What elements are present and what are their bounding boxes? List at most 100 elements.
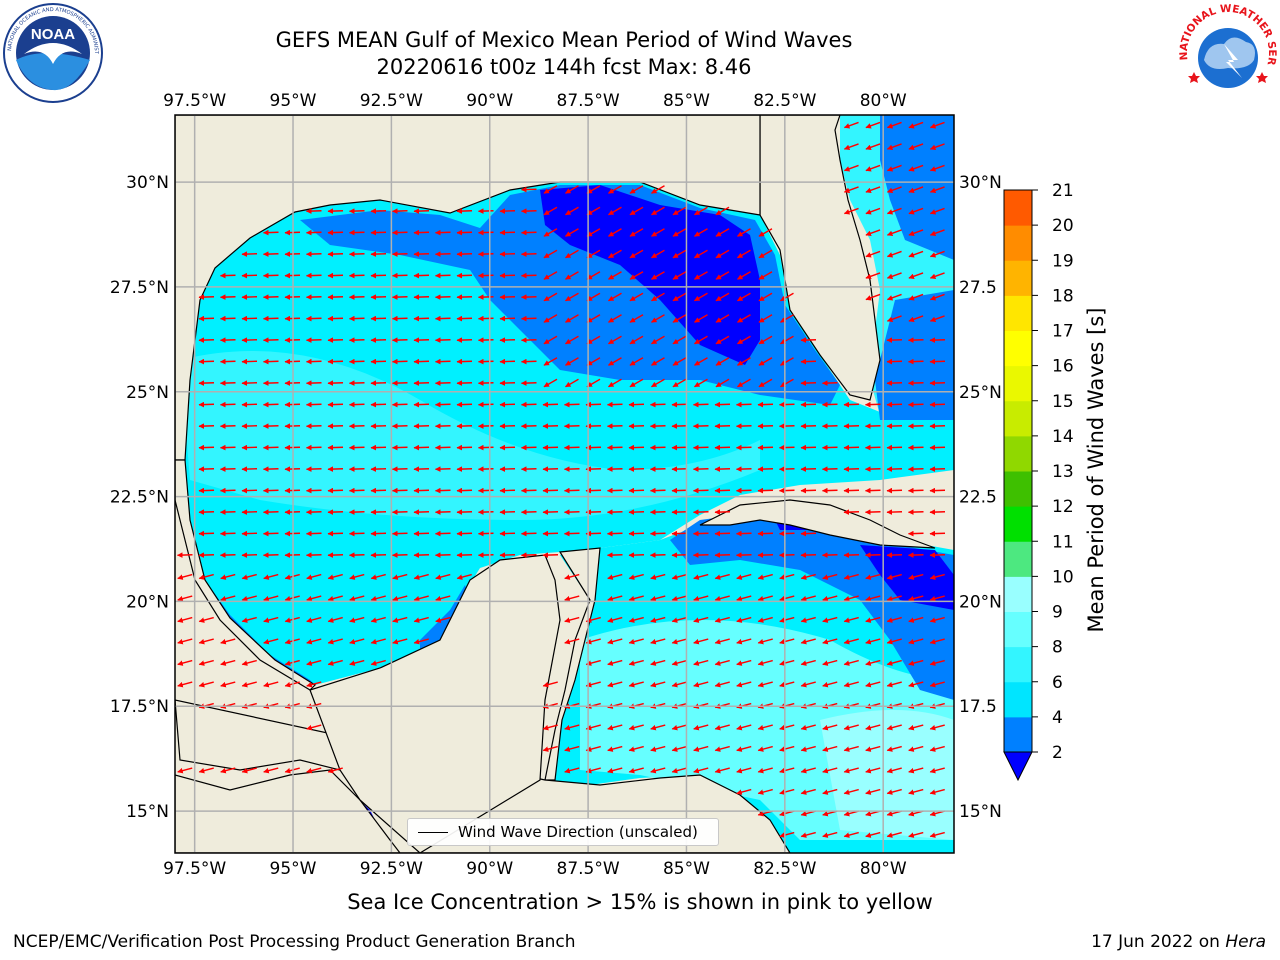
wave-direction-arrow (520, 315, 537, 322)
wave-direction-arrow (392, 595, 408, 602)
lon-tick-label: 82.5°W (753, 91, 816, 111)
wave-direction-arrow (606, 552, 623, 558)
wave-direction-arrow (370, 466, 387, 472)
wave-direction-arrow (327, 487, 344, 494)
wave-direction-arrow (434, 294, 451, 300)
wave-direction-arrow (477, 423, 494, 429)
wave-direction-arrow (715, 249, 730, 259)
colorbar-segment (1004, 541, 1032, 577)
wave-direction-arrow (908, 315, 924, 322)
wave-direction-arrow (780, 314, 794, 323)
wave-direction-arrow (800, 552, 817, 558)
wave-direction-arrow (778, 466, 795, 472)
wave-direction-arrow (671, 552, 688, 558)
wave-direction-arrow (434, 530, 451, 537)
wave-direction-arrow (715, 228, 730, 237)
wave-direction-arrow (800, 831, 816, 838)
wave-direction-arrow (650, 573, 666, 580)
wave-direction-arrow (907, 444, 924, 451)
colorbar: 2 4 6 8 9 10 11 12 13 14 15 16 17 18 19 20 21 (1003, 181, 1074, 782)
wave-direction-arrow (305, 358, 322, 365)
wave-direction-arrow (391, 208, 408, 214)
wave-direction-arrow (822, 745, 838, 752)
wave-direction-arrow (327, 272, 344, 279)
wave-direction-arrow (499, 401, 516, 408)
wave-direction-arrow (262, 423, 279, 429)
wave-direction-arrow (843, 207, 859, 215)
wave-direction-arrow (694, 335, 708, 345)
wave-direction-arrow (780, 335, 794, 345)
wave-direction-arrow (370, 358, 387, 365)
wave-direction-arrow (499, 444, 516, 451)
wave-direction-arrow (865, 681, 881, 688)
wave-direction-arrow (586, 228, 601, 237)
wave-direction-arrow (241, 315, 258, 322)
wave-direction-arrow (651, 228, 665, 237)
wave-direction-arrow (564, 573, 580, 580)
wave-direction-arrow (778, 401, 795, 408)
wave-direction-arrow (929, 401, 946, 408)
wave-direction-arrow (865, 229, 881, 236)
lon-ticks-top: 97.5°W 95°W 92.5°W 90°W 87.5°W 85°W 82.5°W 80°W (163, 91, 907, 111)
wave-direction-arrow (306, 659, 322, 666)
wave-direction-arrow (780, 357, 794, 366)
wave-direction-arrow (694, 292, 708, 302)
wave-direction-arrow (435, 573, 451, 580)
wave-direction-arrow (565, 249, 579, 259)
wave-direction-arrow (693, 767, 709, 774)
wave-direction-arrow (349, 573, 365, 580)
wave-direction-arrow (736, 573, 752, 580)
colorbar-tick-label: 8 (1052, 638, 1063, 658)
wave-direction-arrow (606, 487, 623, 494)
wave-direction-arrow (520, 401, 537, 408)
wave-direction-arrow (434, 444, 451, 451)
wave-direction-arrow (262, 251, 279, 257)
wave-direction-arrow (241, 358, 258, 365)
colorbar-tick-label: 16 (1052, 357, 1074, 377)
wave-direction-arrow (800, 487, 817, 494)
wave-direction-arrow (864, 552, 881, 558)
wave-direction-arrow (456, 423, 473, 429)
lon-tick-label: 97.5°W (163, 859, 226, 879)
wave-direction-arrow (693, 659, 709, 666)
wave-direction-arrow (780, 378, 794, 388)
wave-direction-arrow (198, 616, 214, 623)
wave-direction-arrow (865, 831, 881, 838)
us-mexico-north-land (175, 115, 761, 461)
wave-direction-arrow (758, 357, 773, 366)
wave-direction-arrow (543, 292, 558, 302)
wave-direction-arrow (241, 487, 258, 494)
wave-direction-arrow (886, 831, 902, 838)
wave-direction-arrow (391, 315, 408, 322)
wave-direction-arrow (198, 487, 215, 494)
wave-direction-arrow (306, 595, 322, 602)
wave-direction-arrow (413, 423, 430, 429)
wave-direction-arrow (736, 767, 752, 774)
wave-direction-arrow (456, 294, 473, 300)
wave-direction-arrow (800, 573, 816, 580)
wave-direction-arrow (220, 595, 236, 602)
wave-direction-arrow (735, 530, 752, 537)
wave-direction-arrow (563, 444, 580, 451)
wave-direction-arrow (456, 487, 473, 494)
wave-direction-arrow (456, 552, 473, 558)
wave-direction-arrow (305, 466, 322, 472)
wave-direction-arrow (671, 616, 687, 623)
wave-direction-arrow (907, 552, 924, 558)
wave-direction-arrow (263, 767, 279, 774)
wave-direction-arrow (886, 767, 902, 774)
wave-direction-arrow (737, 271, 751, 280)
wave-direction-arrow (198, 358, 215, 365)
wave-direction-arrow (651, 378, 665, 388)
wave-direction-arrow (565, 185, 579, 194)
wave-direction-arrow (736, 745, 752, 752)
wave-direction-arrow (800, 423, 817, 429)
wave-direction-arrow (907, 423, 924, 429)
wave-direction-arrow (413, 358, 430, 365)
wave-direction-arrow (198, 659, 214, 666)
wave-direction-arrow (198, 573, 214, 580)
wave-direction-arrow (348, 444, 365, 451)
wave-direction-arrow (413, 616, 429, 623)
wave-direction-arrow (929, 681, 945, 688)
wave-direction-arrow (607, 573, 623, 580)
